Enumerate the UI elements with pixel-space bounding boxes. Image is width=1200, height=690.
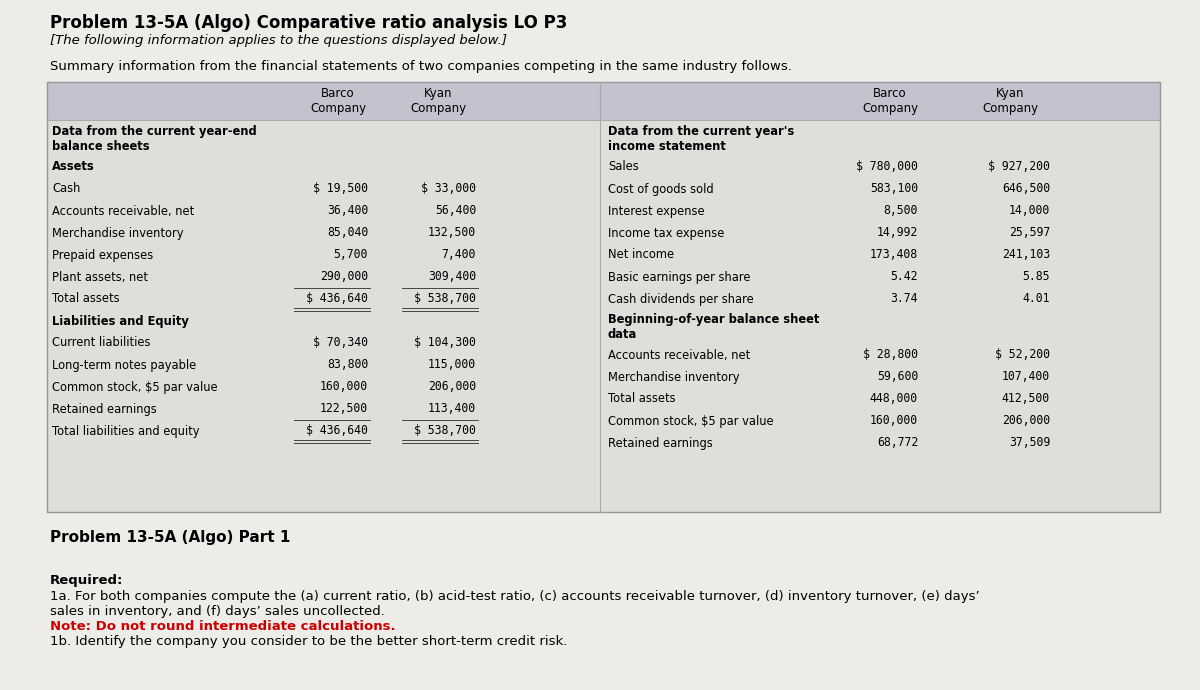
- Text: Data from the current year's
income statement: Data from the current year's income stat…: [608, 125, 794, 153]
- Text: Net income: Net income: [608, 248, 674, 262]
- Text: $ 33,000: $ 33,000: [421, 182, 476, 195]
- Text: Merchandise inventory: Merchandise inventory: [52, 226, 184, 239]
- Text: 14,000: 14,000: [1009, 204, 1050, 217]
- Text: 1b. Identify the company you consider to be the better short-term credit risk.: 1b. Identify the company you consider to…: [50, 635, 568, 648]
- Text: Current liabilities: Current liabilities: [52, 337, 150, 350]
- Text: Cash dividends per share: Cash dividends per share: [608, 293, 754, 306]
- Text: Cost of goods sold: Cost of goods sold: [608, 182, 714, 195]
- Text: 290,000: 290,000: [320, 270, 368, 284]
- Text: Assets: Assets: [52, 161, 95, 173]
- Text: 107,400: 107,400: [1002, 371, 1050, 384]
- Text: Income tax expense: Income tax expense: [608, 226, 725, 239]
- Text: [The following information applies to the questions displayed below.]: [The following information applies to th…: [50, 34, 508, 47]
- Text: Total assets: Total assets: [608, 393, 676, 406]
- Text: Problem 13-5A (Algo) Part 1: Problem 13-5A (Algo) Part 1: [50, 530, 290, 545]
- Text: Retained earnings: Retained earnings: [608, 437, 713, 449]
- Text: 37,509: 37,509: [1009, 437, 1050, 449]
- Text: $ 538,700: $ 538,700: [414, 293, 476, 306]
- Text: 14,992: 14,992: [877, 226, 918, 239]
- Text: $ 436,640: $ 436,640: [306, 293, 368, 306]
- Bar: [600, 82, 1160, 120]
- Text: Common stock, $5 par value: Common stock, $5 par value: [52, 380, 217, 393]
- Text: 160,000: 160,000: [320, 380, 368, 393]
- Text: Note: Do not round intermediate calculations.: Note: Do not round intermediate calculat…: [50, 620, 396, 633]
- Text: Accounts receivable, net: Accounts receivable, net: [52, 204, 194, 217]
- Text: 59,600: 59,600: [877, 371, 918, 384]
- Text: Barco
Company: Barco Company: [862, 87, 918, 115]
- Text: $ 28,800: $ 28,800: [863, 348, 918, 362]
- Text: 646,500: 646,500: [1002, 182, 1050, 195]
- Text: Long-term notes payable: Long-term notes payable: [52, 359, 197, 371]
- Text: 8,500: 8,500: [883, 204, 918, 217]
- Text: 56,400: 56,400: [434, 204, 476, 217]
- Text: 173,408: 173,408: [870, 248, 918, 262]
- Text: 68,772: 68,772: [877, 437, 918, 449]
- Text: Kyan
Company: Kyan Company: [982, 87, 1038, 115]
- Text: $ 104,300: $ 104,300: [414, 337, 476, 350]
- Text: Plant assets, net: Plant assets, net: [52, 270, 148, 284]
- Text: Beginning-of-year balance sheet
data: Beginning-of-year balance sheet data: [608, 313, 820, 341]
- Bar: [47, 82, 1160, 512]
- Text: 85,040: 85,040: [326, 226, 368, 239]
- Bar: [47, 82, 600, 120]
- Text: 206,000: 206,000: [1002, 415, 1050, 428]
- Text: Barco
Company: Barco Company: [310, 87, 366, 115]
- Text: Kyan
Company: Kyan Company: [410, 87, 466, 115]
- Text: 132,500: 132,500: [428, 226, 476, 239]
- Text: 309,400: 309,400: [428, 270, 476, 284]
- Text: 113,400: 113,400: [428, 402, 476, 415]
- Text: Data from the current year-end
balance sheets: Data from the current year-end balance s…: [52, 125, 257, 153]
- Text: $ 780,000: $ 780,000: [856, 161, 918, 173]
- Text: Accounts receivable, net: Accounts receivable, net: [608, 348, 750, 362]
- Text: 25,597: 25,597: [1009, 226, 1050, 239]
- Text: $ 436,640: $ 436,640: [306, 424, 368, 437]
- Text: 5.42: 5.42: [890, 270, 918, 284]
- Text: $ 70,340: $ 70,340: [313, 337, 368, 350]
- Text: Required:: Required:: [50, 574, 124, 587]
- Text: 5,700: 5,700: [334, 248, 368, 262]
- Text: 83,800: 83,800: [326, 359, 368, 371]
- Text: Prepaid expenses: Prepaid expenses: [52, 248, 154, 262]
- Text: 122,500: 122,500: [320, 402, 368, 415]
- Text: Sales: Sales: [608, 161, 638, 173]
- Text: Problem 13-5A (Algo) Comparative ratio analysis LO P3: Problem 13-5A (Algo) Comparative ratio a…: [50, 14, 568, 32]
- Text: 241,103: 241,103: [1002, 248, 1050, 262]
- Text: Interest expense: Interest expense: [608, 204, 704, 217]
- Text: Merchandise inventory: Merchandise inventory: [608, 371, 739, 384]
- Text: $ 927,200: $ 927,200: [988, 161, 1050, 173]
- Text: Total assets: Total assets: [52, 293, 120, 306]
- Text: 448,000: 448,000: [870, 393, 918, 406]
- Text: 412,500: 412,500: [1002, 393, 1050, 406]
- Bar: [47, 82, 1160, 512]
- Text: 3.74: 3.74: [890, 293, 918, 306]
- Text: Retained earnings: Retained earnings: [52, 402, 157, 415]
- Text: 7,400: 7,400: [442, 248, 476, 262]
- Text: $ 538,700: $ 538,700: [414, 424, 476, 437]
- Text: Cash: Cash: [52, 182, 80, 195]
- Text: Summary information from the financial statements of two companies competing in : Summary information from the financial s…: [50, 60, 792, 73]
- Text: $ 52,200: $ 52,200: [995, 348, 1050, 362]
- Text: 36,400: 36,400: [326, 204, 368, 217]
- Text: 1a. For both companies compute the (a) current ratio, (b) acid-test ratio, (c) a: 1a. For both companies compute the (a) c…: [50, 590, 979, 603]
- Text: 5.85: 5.85: [1022, 270, 1050, 284]
- Text: $ 19,500: $ 19,500: [313, 182, 368, 195]
- Text: 160,000: 160,000: [870, 415, 918, 428]
- Text: Basic earnings per share: Basic earnings per share: [608, 270, 750, 284]
- Text: sales in inventory, and (f) days’ sales uncollected.: sales in inventory, and (f) days’ sales …: [50, 605, 385, 618]
- Text: 4.01: 4.01: [1022, 293, 1050, 306]
- Text: Total liabilities and equity: Total liabilities and equity: [52, 424, 199, 437]
- Text: 115,000: 115,000: [428, 359, 476, 371]
- Text: Liabilities and Equity: Liabilities and Equity: [52, 315, 188, 328]
- Text: 583,100: 583,100: [870, 182, 918, 195]
- Text: 206,000: 206,000: [428, 380, 476, 393]
- Text: Common stock, $5 par value: Common stock, $5 par value: [608, 415, 774, 428]
